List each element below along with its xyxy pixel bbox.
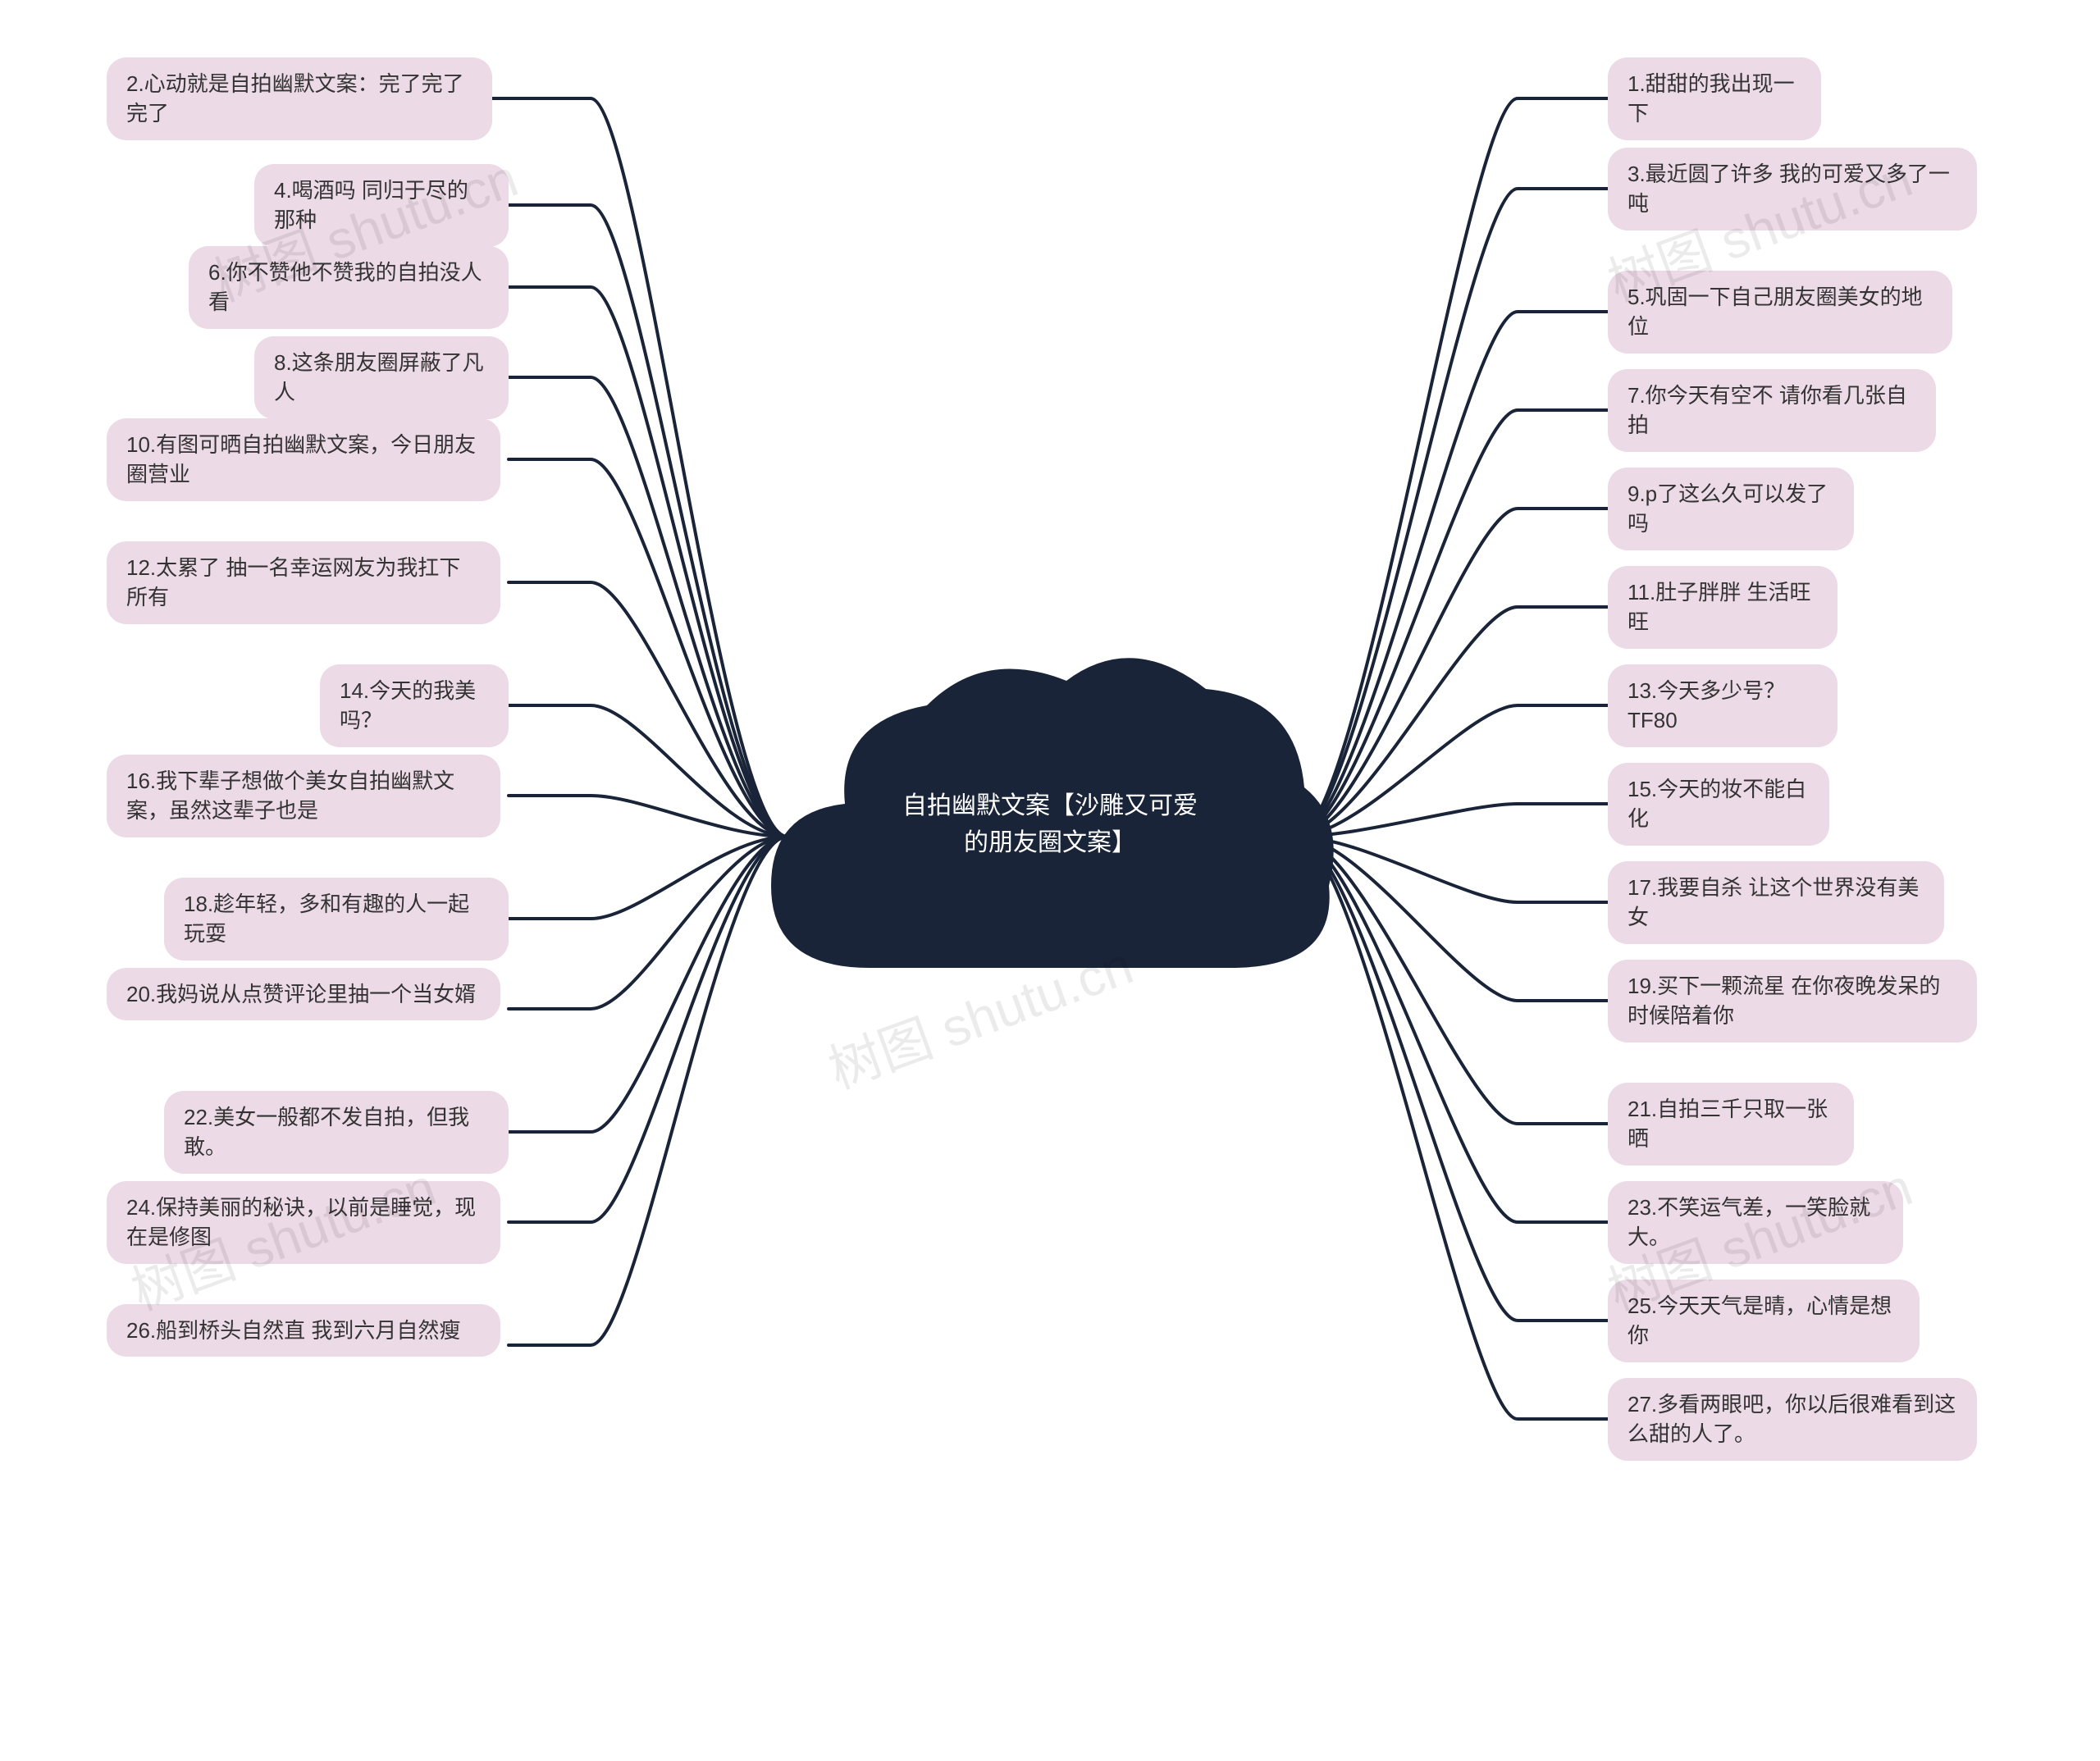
center-title: 自拍幽默文案【沙雕又可爱的朋友圈文案】 <box>894 787 1206 861</box>
mindmap-node-right-10: 21.自拍三千只取一张晒 <box>1608 1083 1854 1166</box>
mindmap-node-right-11: 23.不笑运气差，一笑脸就大。 <box>1608 1181 1903 1264</box>
mindmap-node-left-11: 24.保持美丽的秘诀，以前是睡觉，现在是修图 <box>107 1181 500 1264</box>
mindmap-node-right-3: 7.你今天有空不 请你看几张自拍 <box>1608 369 1936 452</box>
mindmap-node-right-5: 11.肚子胖胖 生活旺旺 <box>1608 566 1838 649</box>
mindmap-node-right-13: 27.多看两眼吧，你以后很难看到这么甜的人了。 <box>1608 1378 1977 1461</box>
mindmap-node-right-12: 25.今天天气是晴，心情是想你 <box>1608 1280 1920 1362</box>
mindmap-node-left-5: 12.太累了 抽一名幸运网友为我扛下所有 <box>107 541 500 624</box>
mindmap-node-left-1: 4.喝酒吗 同归于尽的那种 <box>254 164 509 247</box>
mindmap-node-left-0: 2.心动就是自拍幽默文案：完了完了完了 <box>107 57 492 140</box>
mindmap-node-right-4: 9.p了这么久可以发了吗 <box>1608 468 1854 550</box>
mindmap-node-left-3: 8.这条朋友圈屏蔽了凡人 <box>254 336 509 419</box>
mindmap-node-right-0: 1.甜甜的我出现一下 <box>1608 57 1821 140</box>
mindmap-canvas: 自拍幽默文案【沙雕又可爱的朋友圈文案】 2.心动就是自拍幽默文案：完了完了完了 4… <box>0 0 2100 1761</box>
mindmap-node-right-1: 3.最近圆了许多 我的可爱又多了一吨 <box>1608 148 1977 230</box>
mindmap-node-left-4: 10.有图可晒自拍幽默文案，今日朋友圈营业 <box>107 418 500 501</box>
mindmap-node-left-2: 6.你不赞他不赞我的自拍没人看 <box>189 246 509 329</box>
mindmap-node-left-10: 22.美女一般都不发自拍，但我敢。 <box>164 1091 509 1174</box>
mindmap-node-right-9: 19.买下一颗流星 在你夜晚发呆的时候陪着你 <box>1608 960 1977 1042</box>
mindmap-node-right-7: 15.今天的妆不能白化 <box>1608 763 1829 846</box>
mindmap-node-left-9: 20.我妈说从点赞评论里抽一个当女婿 <box>107 968 500 1020</box>
mindmap-node-left-8: 18.趁年轻，多和有趣的人一起玩耍 <box>164 878 509 960</box>
mindmap-node-right-2: 5.巩固一下自己朋友圈美女的地位 <box>1608 271 1952 354</box>
mindmap-node-right-6: 13.今天多少号？TF80 <box>1608 664 1838 747</box>
mindmap-node-left-6: 14.今天的我美吗？ <box>320 664 509 747</box>
mindmap-node-left-7: 16.我下辈子想做个美女自拍幽默文案，虽然这辈子也是 <box>107 755 500 837</box>
mindmap-node-left-12: 26.船到桥头自然直 我到六月自然瘦 <box>107 1304 500 1357</box>
mindmap-node-right-8: 17.我要自杀 让这个世界没有美女 <box>1608 861 1944 944</box>
